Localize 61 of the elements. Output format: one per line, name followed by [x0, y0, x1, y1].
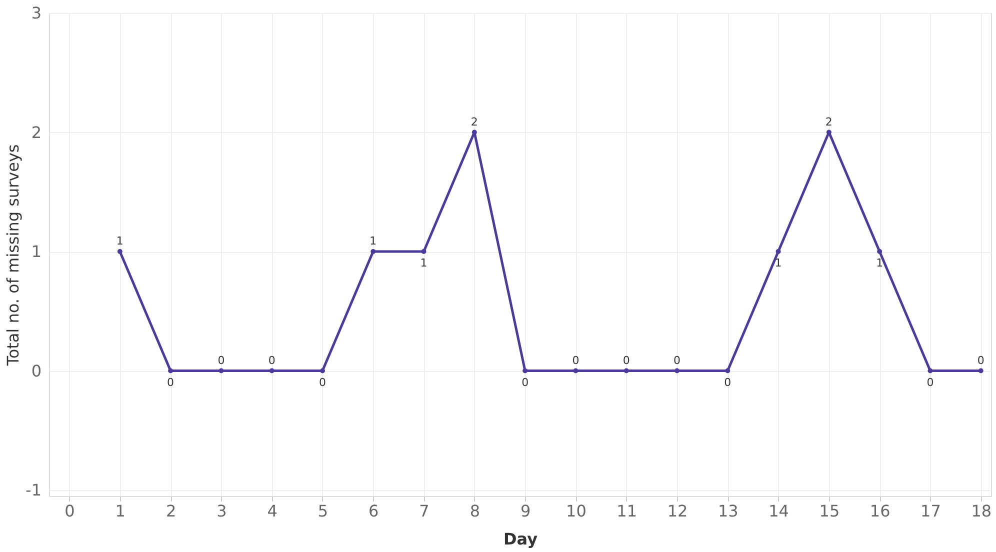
data-label: 0 [522, 376, 529, 389]
point [218, 368, 224, 374]
x-tick-label: 13 [718, 502, 738, 520]
point [573, 368, 578, 374]
x-tick-label: 7 [419, 502, 430, 520]
point [421, 249, 426, 254]
y-axis-title: Total no. of missing surveys [4, 144, 23, 367]
x-tick-label: 2 [166, 502, 176, 520]
data-label: 1 [116, 234, 124, 248]
point [674, 368, 680, 374]
point [320, 368, 325, 374]
y-tick-label: 2 [31, 122, 42, 142]
x-tick-label: 12 [667, 502, 688, 520]
x-tick-label: 9 [520, 502, 531, 520]
x-tick-label: 6 [368, 502, 379, 520]
x-tick-label: 8 [470, 502, 480, 520]
data-label: 1 [370, 234, 377, 248]
x-tick-label: 0 [64, 502, 75, 520]
point [776, 249, 781, 254]
point [522, 368, 528, 374]
x-tick-label: 11 [616, 502, 638, 520]
point [269, 368, 274, 374]
point [472, 130, 477, 135]
point [117, 249, 122, 254]
data-label: 2 [825, 115, 832, 128]
x-tick-label: 16 [870, 502, 890, 520]
data-label: 0 [572, 354, 580, 367]
data-label: 0 [674, 354, 680, 367]
y-tick-label: 3 [31, 4, 42, 22]
point [370, 249, 376, 254]
data-label: 0 [926, 376, 934, 389]
data-label: 0 [218, 354, 225, 367]
x-tick-label: 18 [971, 502, 992, 520]
data-label: 0 [318, 376, 326, 389]
x-tick-label: 15 [819, 502, 840, 520]
data-label: 0 [167, 376, 174, 389]
data-label: 0 [977, 354, 984, 367]
data-label: 0 [724, 376, 732, 389]
point [928, 368, 933, 374]
point [877, 249, 882, 254]
x-tick-label: 3 [216, 502, 227, 520]
y-tick-label: 1 [31, 242, 42, 262]
point [624, 368, 629, 374]
x-tick-label: 14 [768, 502, 789, 520]
y-tick-label: 0 [31, 361, 42, 380]
x-tick-label: 5 [318, 502, 328, 520]
x-axis-title: Day [503, 530, 538, 548]
data-label: 1 [774, 256, 782, 270]
point [725, 368, 730, 374]
data-label: 2 [470, 115, 478, 128]
x-tick-label: 1 [115, 502, 126, 520]
x-tick-label: 4 [267, 502, 278, 520]
x-tick-label: 10 [566, 502, 586, 520]
x-tick-label: 17 [920, 502, 941, 520]
y-tick-label: -1 [26, 480, 42, 500]
data-label: 1 [420, 256, 428, 270]
data-label: 1 [876, 256, 884, 270]
point [168, 368, 174, 374]
point [978, 368, 984, 374]
data-label: 0 [268, 354, 276, 367]
data-label: 0 [622, 354, 630, 367]
